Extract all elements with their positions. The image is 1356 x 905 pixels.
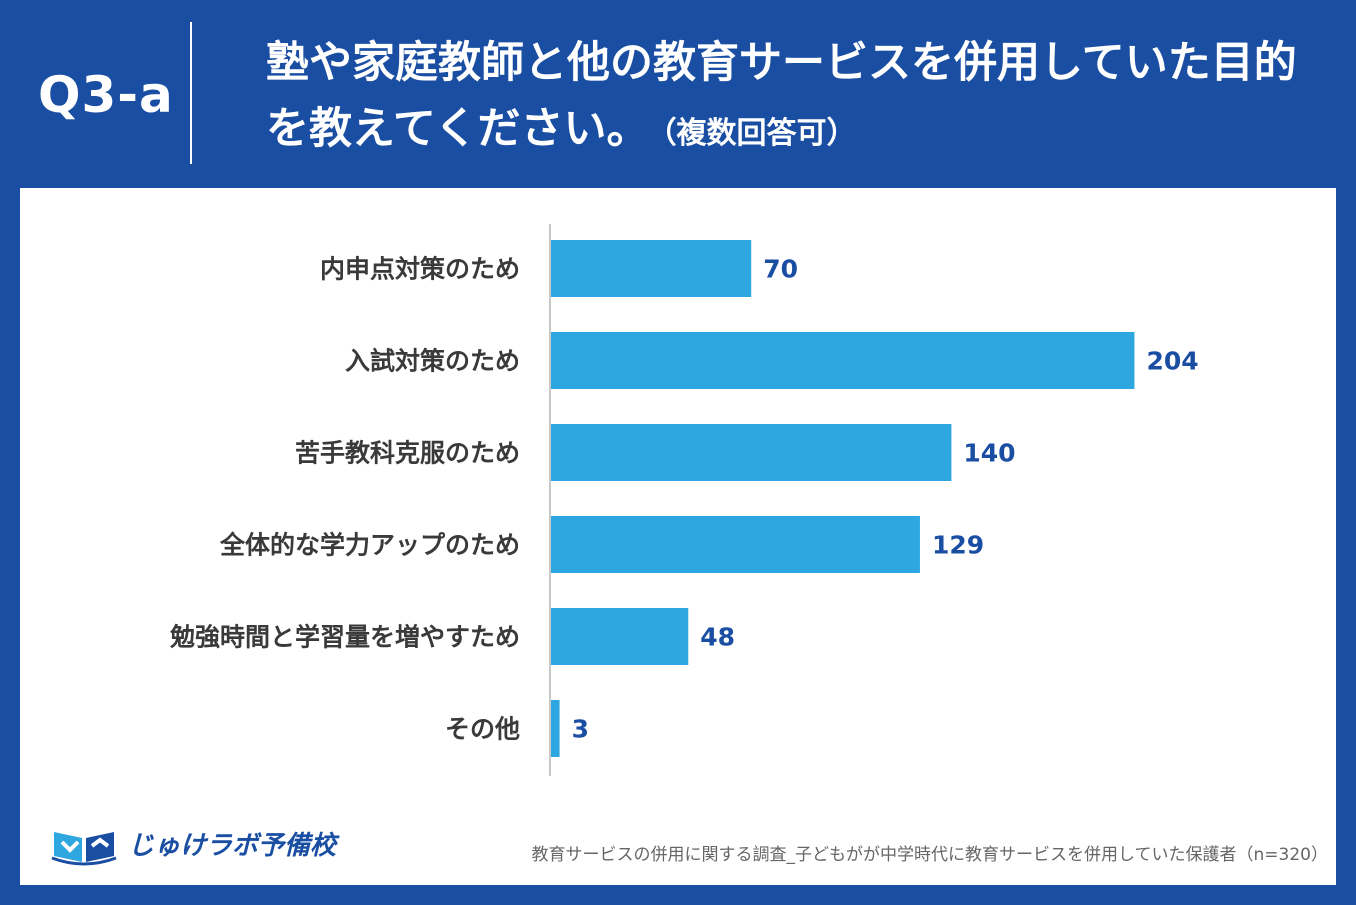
value-label: 204 (1146, 347, 1198, 376)
header-banner: Q3-a 塾や家庭教師と他の教育サービスを併用していた目的を教えてください。 （複… (0, 0, 1356, 188)
category-label: 内申点対策のため (320, 255, 520, 284)
header-divider (190, 22, 192, 164)
bar (551, 240, 752, 297)
value-label: 48 (700, 623, 735, 652)
category-label: 全体的な学力アップのため (219, 531, 520, 560)
category-label: 苦手教科克服のため (295, 439, 520, 468)
question-title: 塾や家庭教師と他の教育サービスを併用していた目的を教えてください。 （複数回答可） (266, 30, 1336, 167)
value-label: 140 (963, 439, 1015, 468)
value-label: 129 (932, 531, 984, 560)
bar (551, 700, 560, 757)
category-label: その他 (445, 715, 520, 744)
category-label: 入試対策のため (345, 347, 520, 376)
question-number: Q3-a (38, 66, 174, 124)
brand-logo: じゅけラボ予備校 (48, 818, 336, 868)
value-label: 70 (763, 255, 798, 284)
source-note: 教育サービスの併用に関する調査_子どもがが中学時代に教育サービスを併用していた保… (531, 845, 1328, 865)
bar (551, 516, 920, 573)
question-note: （複数回答可） (661, 116, 857, 151)
chart-panel: 内申点対策のため 70 入試対策のため 204 苦手教科克服のため 140 全体的な学力アッ… (20, 188, 1336, 885)
bar (551, 332, 1135, 389)
logo-text: じゅけラボ予備校 (128, 830, 337, 861)
category-label: 勉強時間と学習量を増やすため (169, 623, 520, 652)
bar (551, 424, 952, 481)
question-text: 塾や家庭教師と他の教育サービスを併用していた目的を教えてください。 (266, 38, 1297, 154)
bar-chart: 内申点対策のため 70 入試対策のため 204 苦手教科克服のため 140 全体的な学力アッ… (169, 224, 1199, 776)
value-label: 3 (572, 715, 589, 744)
bar (551, 608, 689, 665)
book-logo-icon (51, 832, 117, 866)
